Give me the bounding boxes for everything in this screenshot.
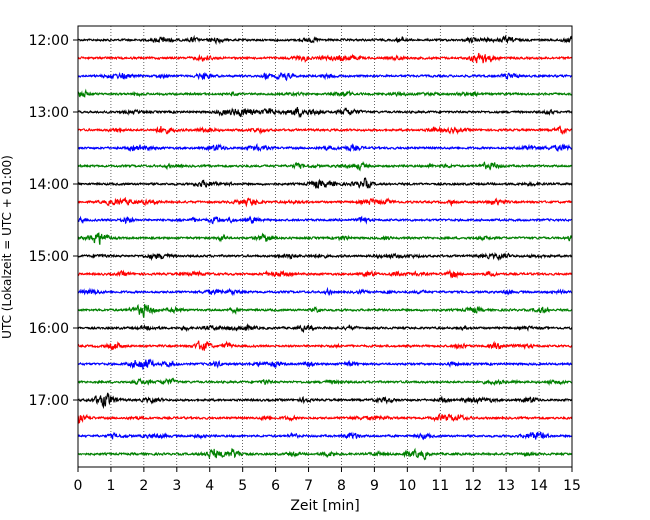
x-tick-label: 6 <box>271 478 280 494</box>
seismogram-trace <box>77 377 573 387</box>
trace-layer <box>77 34 573 461</box>
y-tick-label: 16:00 <box>29 321 69 337</box>
y-tick-label: 14:00 <box>29 177 69 193</box>
plot-frame <box>77 25 573 468</box>
x-tick-label: 8 <box>337 478 346 494</box>
x-tick-label: 2 <box>139 478 148 494</box>
x-tick-label: 7 <box>304 478 313 494</box>
seismogram-trace <box>77 160 573 172</box>
x-axis: 0 1 2 3 4 5 6 7 8 9 10 11 12 13 14 15 <box>74 467 581 494</box>
seismogram-trace <box>77 268 573 279</box>
seismogram-trace <box>77 358 573 370</box>
seismogram-trace <box>77 71 573 82</box>
seismogram-trace <box>77 196 573 208</box>
x-axis-label: Zeit [min] <box>290 498 359 514</box>
x-tick-label: 10 <box>398 478 416 494</box>
x-tick-label: 13 <box>497 478 515 494</box>
seismogram-trace <box>77 340 573 351</box>
x-tick-label: 0 <box>74 478 83 494</box>
seismogram-trace <box>77 215 573 225</box>
x-tick-label: 12 <box>464 478 482 494</box>
seismogram-trace <box>77 303 573 318</box>
y-axis-label: UTC (Lokalzeit = UTC + 01:00) <box>0 155 14 339</box>
seismogram-trace <box>77 323 573 334</box>
seismogram-trace <box>77 106 573 119</box>
seismogram-trace <box>77 251 573 262</box>
x-tick-label: 14 <box>530 478 548 494</box>
y-tick-label: 15:00 <box>29 249 69 265</box>
seismogram-trace <box>77 232 573 245</box>
seismogram-trace <box>77 447 573 461</box>
y-axis: 12:00 13:00 14:00 15:00 16:00 17:00 <box>29 33 78 409</box>
x-tick-label: 9 <box>370 478 379 494</box>
x-tick-label: 1 <box>106 478 115 494</box>
y-tick-label: 17:00 <box>29 393 69 409</box>
seismogram-trace <box>77 431 573 441</box>
x-tick-label: 4 <box>205 478 214 494</box>
seismogram-trace <box>77 413 573 424</box>
seismogram-trace <box>77 88 573 98</box>
x-tick-label: 5 <box>238 478 247 494</box>
seismogram-trace <box>77 177 573 189</box>
seismogram-trace <box>77 142 573 153</box>
seismogram-trace <box>77 286 573 297</box>
seismogram-trace <box>77 34 573 46</box>
y-tick-label: 12:00 <box>29 33 69 49</box>
y-tick-label: 13:00 <box>29 105 69 121</box>
x-tick-label: 3 <box>172 478 181 494</box>
x-tick-label: 15 <box>563 478 581 494</box>
seismogram-trace <box>77 52 573 64</box>
seismogram-trace <box>77 125 573 136</box>
x-tick-label: 11 <box>431 478 449 494</box>
seismogram-trace <box>77 392 573 410</box>
